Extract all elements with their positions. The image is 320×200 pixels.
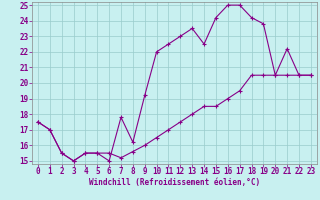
- X-axis label: Windchill (Refroidissement éolien,°C): Windchill (Refroidissement éolien,°C): [89, 178, 260, 187]
